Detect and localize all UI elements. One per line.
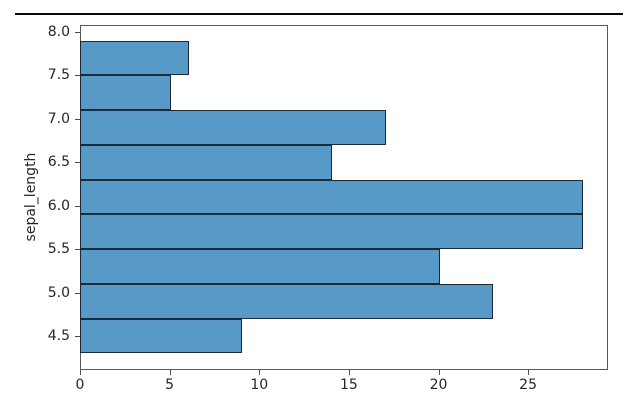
y-tick-label: 8.0 xyxy=(47,23,70,40)
x-tick-mark xyxy=(169,370,171,375)
y-tick-mark xyxy=(75,336,80,337)
top-divider xyxy=(15,13,623,15)
histogram-bar xyxy=(80,110,386,145)
x-tick-label: 25 xyxy=(519,377,537,393)
histogram-bar xyxy=(80,214,583,250)
x-tick-label: 20 xyxy=(429,377,448,393)
histogram-bar xyxy=(80,283,494,319)
y-tick-label: 5.0 xyxy=(47,284,70,301)
x-tick-label: 0 xyxy=(75,377,85,393)
x-tick-mark xyxy=(259,370,261,375)
x-tick-mark xyxy=(438,370,440,375)
y-tick-label: 7.0 xyxy=(47,110,70,127)
y-tick-mark xyxy=(75,75,80,77)
x-tick-label: 10 xyxy=(250,377,269,393)
y-tick-mark xyxy=(75,205,80,207)
y-tick-mark xyxy=(75,118,80,120)
histogram-bar xyxy=(80,318,243,354)
x-tick-mark xyxy=(348,370,350,375)
histogram-bar xyxy=(80,75,171,111)
y-tick-mark xyxy=(75,292,80,294)
y-tick-mark xyxy=(75,162,80,164)
y-tick-label: 4.5 xyxy=(47,328,70,344)
histogram-bar xyxy=(80,179,583,215)
y-tick-mark xyxy=(75,31,80,33)
histogram-bar xyxy=(80,249,440,284)
y-tick-label: 7.5 xyxy=(47,67,70,84)
x-tick-label: 15 xyxy=(339,377,358,393)
y-tick-label: 5.5 xyxy=(47,241,70,258)
x-tick-mark xyxy=(80,370,81,375)
y-tick-label: 6.0 xyxy=(47,197,70,214)
y-tick-mark xyxy=(75,249,80,251)
histogram-bar xyxy=(80,40,189,76)
x-tick-label: 5 xyxy=(165,377,175,393)
histogram-bar xyxy=(80,144,332,180)
plot-area xyxy=(80,25,608,370)
x-tick-mark xyxy=(528,370,530,375)
y-tick-label: 6.5 xyxy=(47,154,70,171)
